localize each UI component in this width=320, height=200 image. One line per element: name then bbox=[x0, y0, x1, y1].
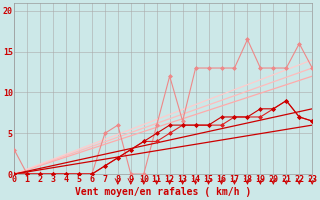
X-axis label: Vent moyen/en rafales ( km/h ): Vent moyen/en rafales ( km/h ) bbox=[75, 187, 251, 197]
